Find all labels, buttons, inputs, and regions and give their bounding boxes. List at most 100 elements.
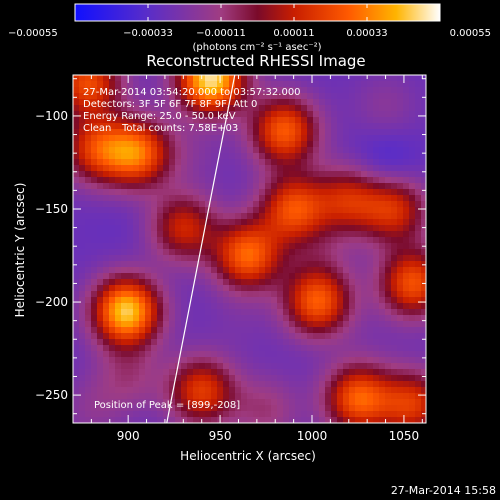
heatmap-cell (313, 417, 319, 423)
heatmap-cell (421, 189, 426, 195)
heatmap-cell (277, 183, 283, 189)
heatmap-cell (169, 297, 175, 303)
heatmap-cell (397, 117, 403, 123)
heatmap-cell (349, 75, 355, 81)
heatmap-cell (181, 417, 187, 423)
heatmap-cell (145, 279, 151, 285)
heatmap-cell (421, 279, 426, 285)
heatmap-cell (139, 369, 145, 375)
heatmap-cell (193, 123, 199, 129)
heatmap-cell (79, 123, 85, 129)
colorbar-gradient (74, 3, 441, 22)
heatmap-cell (403, 345, 409, 351)
heatmap-cell (229, 111, 235, 117)
heatmap-cell (109, 165, 115, 171)
heatmap-cells (73, 75, 426, 423)
heatmap-cell (73, 375, 79, 381)
heatmap-cell (349, 417, 355, 423)
heatmap-cell (145, 273, 151, 279)
heatmap-cell (181, 237, 187, 243)
heatmap-cell (85, 399, 91, 405)
heatmap-cell (103, 261, 109, 267)
heatmap-cell (415, 201, 421, 207)
heatmap-cell (355, 81, 361, 87)
heatmap-cell (193, 171, 199, 177)
heatmap-cell (73, 99, 79, 105)
heatmap-cell (271, 303, 277, 309)
heatmap-cell (373, 81, 379, 87)
heatmap-cell (79, 189, 85, 195)
heatmap-cell (109, 321, 115, 327)
heatmap-cell (169, 303, 175, 309)
heatmap-cell (307, 297, 313, 303)
heatmap-cell (277, 417, 283, 423)
heatmap-cell (385, 225, 391, 231)
heatmap-cell (181, 363, 187, 369)
heatmap-cell (235, 177, 241, 183)
heatmap-cell (325, 381, 331, 387)
heatmap-cell (337, 381, 343, 387)
heatmap-cell (109, 123, 115, 129)
heatmap-cell (295, 123, 301, 129)
heatmap-cell (181, 315, 187, 321)
heatmap-cell (115, 207, 121, 213)
heatmap-cell (307, 111, 313, 117)
heatmap-cell (187, 339, 193, 345)
heatmap-cell (415, 171, 421, 177)
heatmap-cell (151, 387, 157, 393)
heatmap-cell (205, 333, 211, 339)
heatmap-cell (379, 399, 385, 405)
heatmap-cell (361, 243, 367, 249)
heatmap-cell (109, 249, 115, 255)
heatmap-cell (415, 231, 421, 237)
heatmap-cell (85, 117, 91, 123)
heatmap-cell (415, 75, 421, 81)
heatmap-cell (361, 363, 367, 369)
heatmap-cell (409, 405, 415, 411)
heatmap-cell (109, 309, 115, 315)
heatmap-cell (139, 285, 145, 291)
heatmap-cell (181, 309, 187, 315)
heatmap-cell (379, 81, 385, 87)
heatmap-cell (313, 261, 319, 267)
heatmap-cell (181, 171, 187, 177)
heatmap-cell (97, 231, 103, 237)
heatmap-cell (193, 327, 199, 333)
heatmap-cell (415, 219, 421, 225)
heatmap-cell (247, 177, 253, 183)
heatmap-cell (103, 369, 109, 375)
heatmap-cell (217, 231, 223, 237)
heatmap-cell (409, 345, 415, 351)
heatmap-cell (199, 159, 205, 165)
heatmap-cell (277, 339, 283, 345)
heatmap-cell (367, 399, 373, 405)
heatmap-cell (247, 333, 253, 339)
heatmap-cell (223, 111, 229, 117)
heatmap-cell (109, 207, 115, 213)
heatmap-cell (397, 333, 403, 339)
heatmap-cell (79, 93, 85, 99)
heatmap-cell (229, 267, 235, 273)
heatmap-cell (337, 339, 343, 345)
heatmap-cell (133, 141, 139, 147)
heatmap-cell (175, 399, 181, 405)
heatmap-cell (223, 213, 229, 219)
heatmap-cell (313, 207, 319, 213)
heatmap-cell (259, 117, 265, 123)
heatmap-cell (259, 171, 265, 177)
heatmap-cell (97, 363, 103, 369)
heatmap-cell (187, 99, 193, 105)
heatmap-cell (367, 123, 373, 129)
heatmap-cell (169, 243, 175, 249)
heatmap-cell (133, 291, 139, 297)
heatmap-cell (79, 165, 85, 171)
heatmap-cell (145, 153, 151, 159)
heatmap-cell (385, 219, 391, 225)
heatmap-cell (421, 201, 426, 207)
heatmap-cell (391, 105, 397, 111)
heatmap-cell (307, 345, 313, 351)
heatmap-cell (115, 351, 121, 357)
heatmap-cell (127, 237, 133, 243)
heatmap-cell (175, 117, 181, 123)
heatmap-cell (313, 129, 319, 135)
